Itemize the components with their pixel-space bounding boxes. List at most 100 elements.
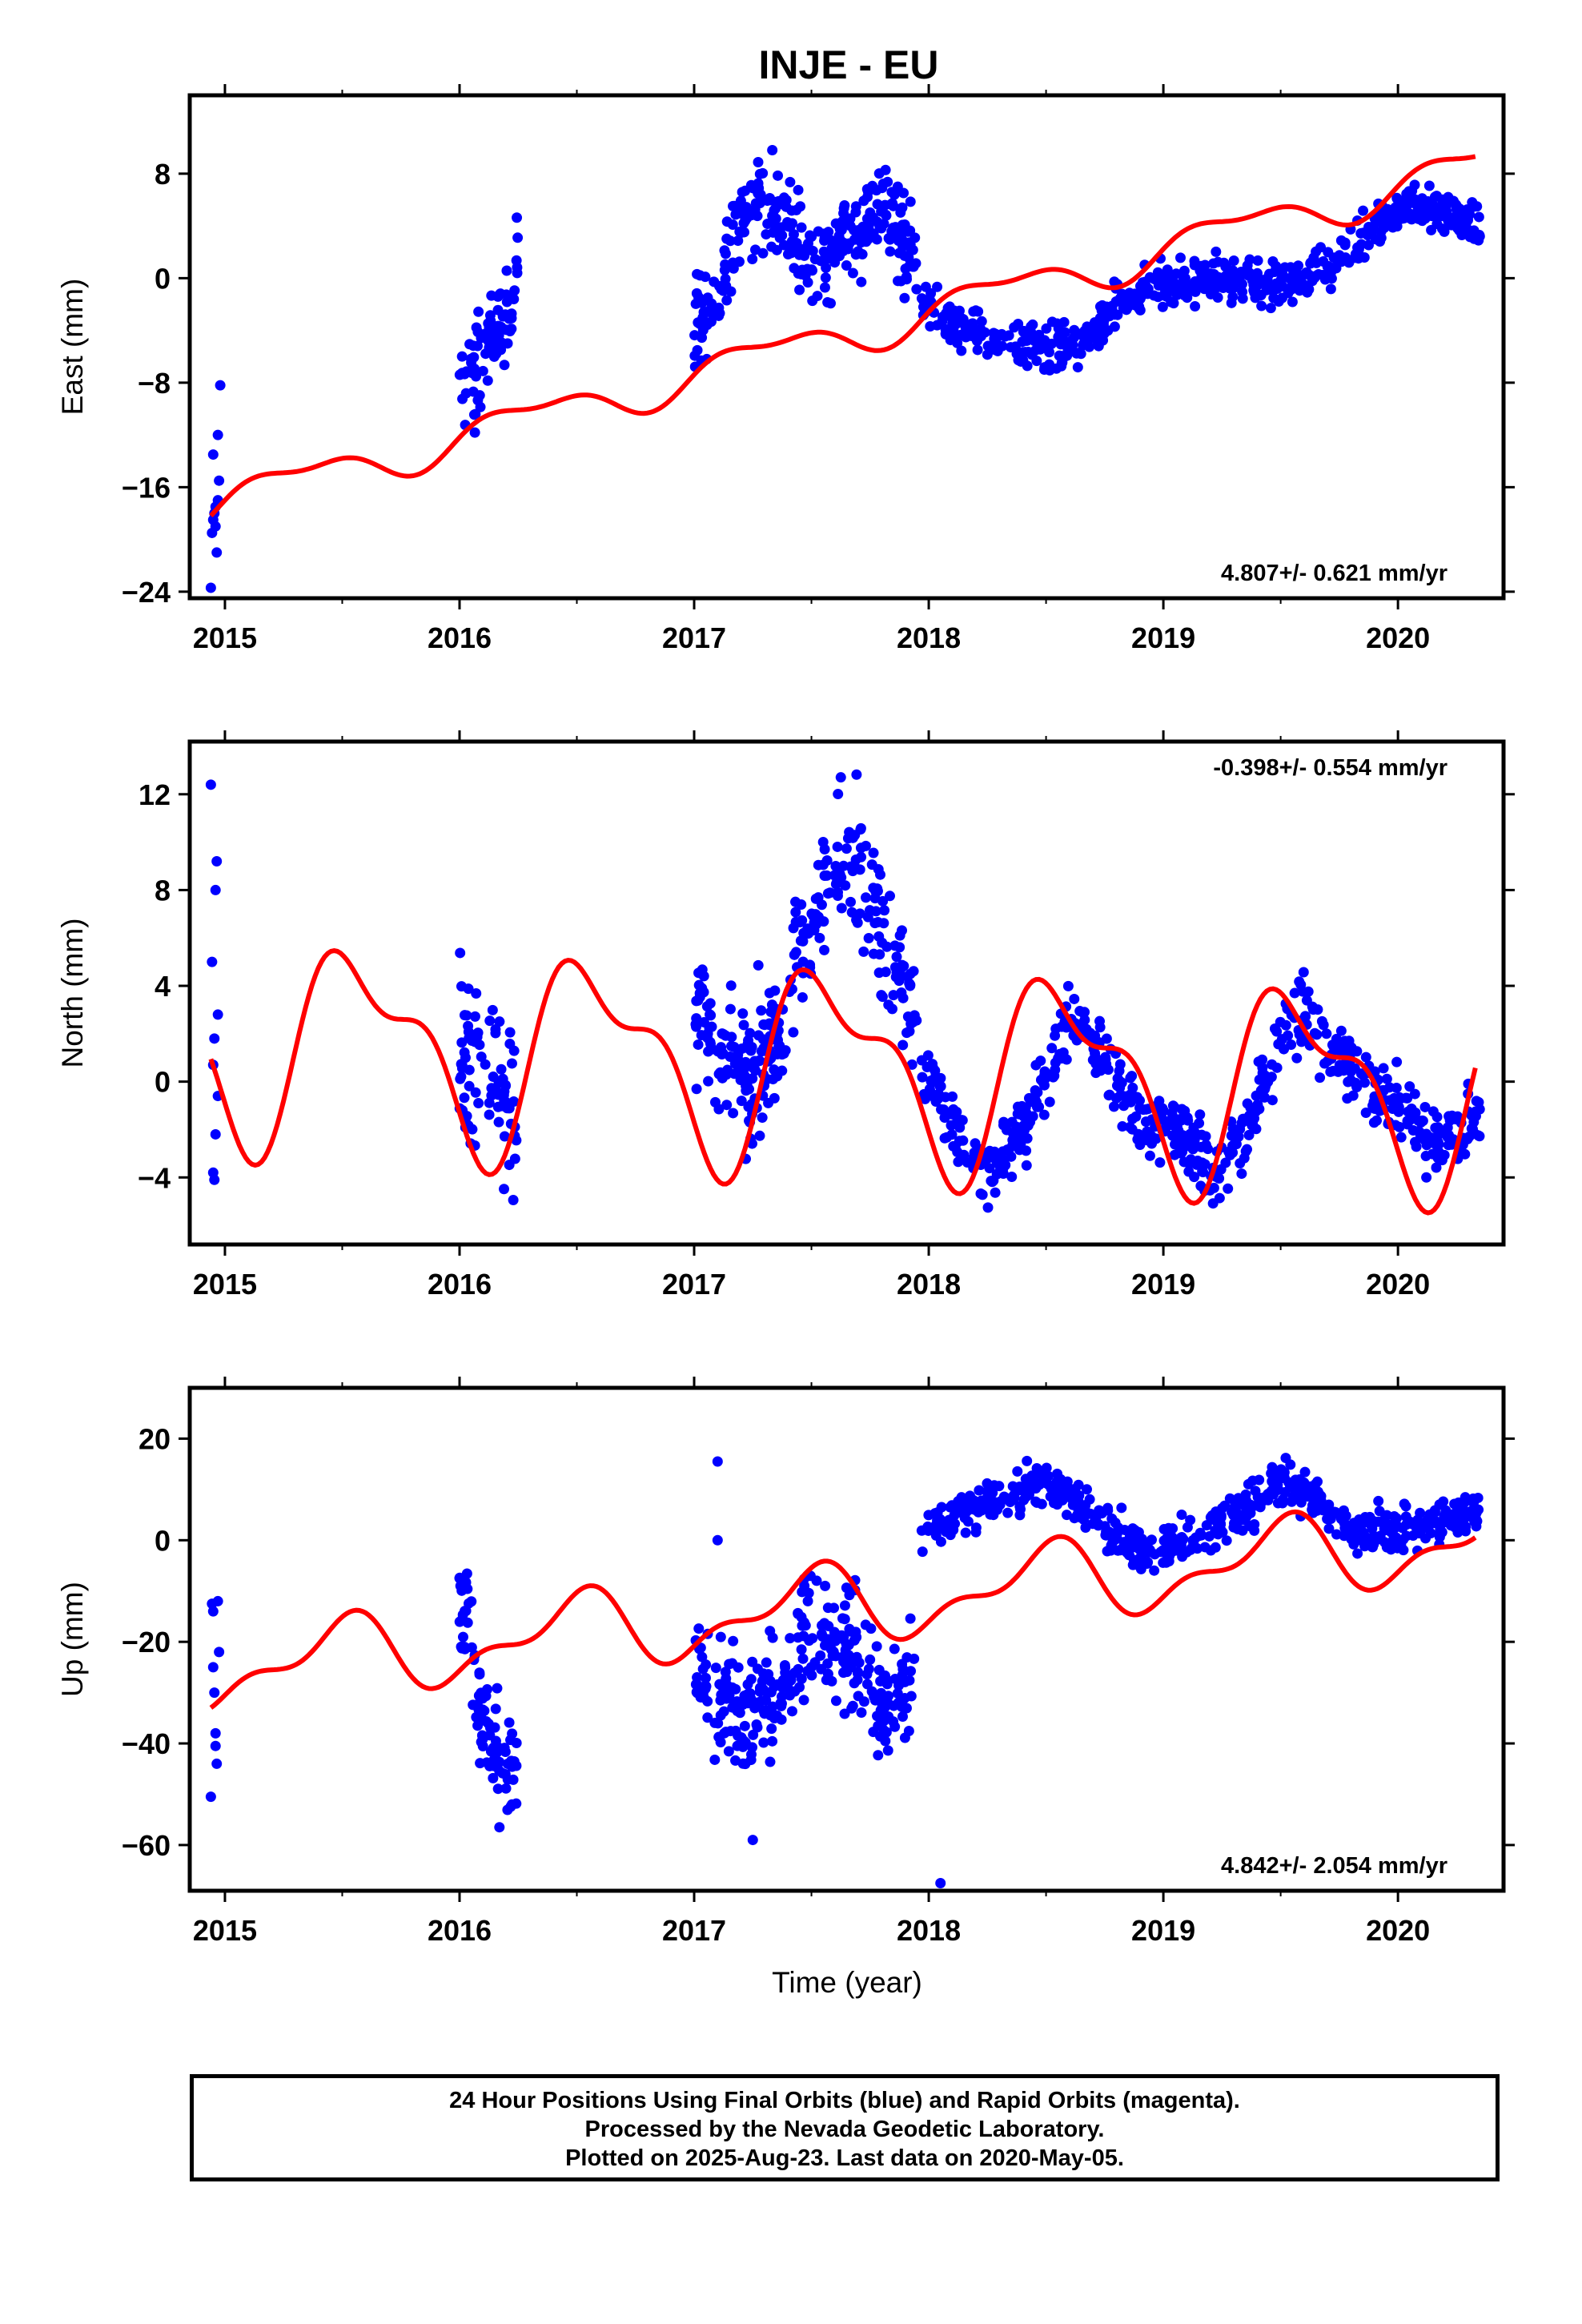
data-point [480,1059,491,1070]
data-point [754,1130,765,1141]
y-axis-label: North (mm) [56,918,89,1068]
data-point [470,408,481,420]
data-point [1307,1504,1318,1515]
data-point [894,930,905,941]
data-point [484,1015,496,1027]
data-point [210,884,221,895]
data-point [1221,1535,1232,1546]
data-point [880,164,891,175]
data-point [1116,1502,1127,1514]
data-point [850,207,861,218]
data-point [1207,1198,1219,1209]
x-tick-label: 2019 [1131,1268,1195,1301]
data-point [1401,1530,1412,1542]
data-point [1360,1051,1371,1063]
data-point [749,204,761,215]
data-point [1224,1493,1235,1504]
data-point [765,1687,777,1698]
data-point [779,1660,790,1671]
data-point [1187,1144,1199,1155]
data-point [862,911,873,923]
data-point [1111,1528,1122,1539]
data-point [996,328,1007,340]
data-point [1472,1492,1484,1503]
data-point [889,940,901,951]
data-point [932,1507,943,1518]
data-point [833,789,844,800]
data-point [833,251,845,262]
x-tick-label: 2015 [193,1268,257,1301]
data-point [917,1072,928,1083]
data-point [1140,1116,1151,1128]
y-tick-label: −8 [138,367,171,400]
data-point [477,1693,488,1704]
data-point [512,212,523,223]
data-point [490,1703,501,1715]
data-point [956,1115,967,1126]
data-point [1255,1502,1266,1513]
data-point [733,1049,744,1060]
data-point [1265,303,1276,314]
data-point [1375,209,1386,220]
data-point [693,317,704,328]
data-point [466,1642,477,1653]
data-point [500,1746,511,1757]
y-axis-label: East (mm) [56,279,89,416]
data-point [830,1695,841,1707]
data-point [1263,1488,1274,1499]
data-point [877,937,888,948]
data-point [825,887,836,899]
data-point [763,1097,774,1108]
data-point [1041,323,1052,334]
data-point [885,246,896,257]
x-tick-label: 2019 [1131,1914,1195,1947]
data-point [1257,1075,1268,1086]
data-point [956,345,967,356]
data-point [789,1667,800,1679]
data-point [837,1613,848,1624]
data-point [493,320,504,332]
data-point [214,1647,225,1658]
data-point [1279,1472,1290,1483]
data-point [490,1023,501,1035]
data-point [702,1028,713,1039]
data-point [807,296,818,307]
data-point [211,547,223,558]
data-point [901,1703,912,1714]
data-point [798,927,809,939]
data-point [971,336,982,347]
data-point [1259,1084,1271,1095]
data-point [1182,1133,1194,1144]
data-point [1358,205,1369,216]
data-point [1199,1159,1211,1170]
data-point [212,1009,223,1020]
data-point [1139,276,1150,287]
data-point [720,1667,731,1678]
data-point [1101,1059,1112,1070]
data-point [822,1658,833,1669]
data-point [1241,1502,1252,1514]
data-point [492,1101,504,1112]
data-point [841,843,852,854]
data-point [797,991,808,1003]
data-point [1421,1172,1432,1183]
data-point [697,1651,708,1663]
data-point [998,1163,1009,1174]
data-point [825,298,836,309]
data-point [970,1138,981,1149]
data-point [946,1129,958,1140]
data-point [736,1096,747,1107]
data-point [1129,288,1140,300]
data-point [867,212,878,223]
data-point [1134,1538,1145,1550]
data-point [725,286,737,297]
data-point [830,1651,841,1662]
data-point [725,980,737,991]
data-point [701,1659,712,1671]
data-point [742,1039,753,1050]
data-point [1306,257,1317,268]
data-point [789,263,800,274]
data-point [1388,1511,1399,1522]
data-point [501,296,512,308]
data-point [1474,1131,1485,1142]
